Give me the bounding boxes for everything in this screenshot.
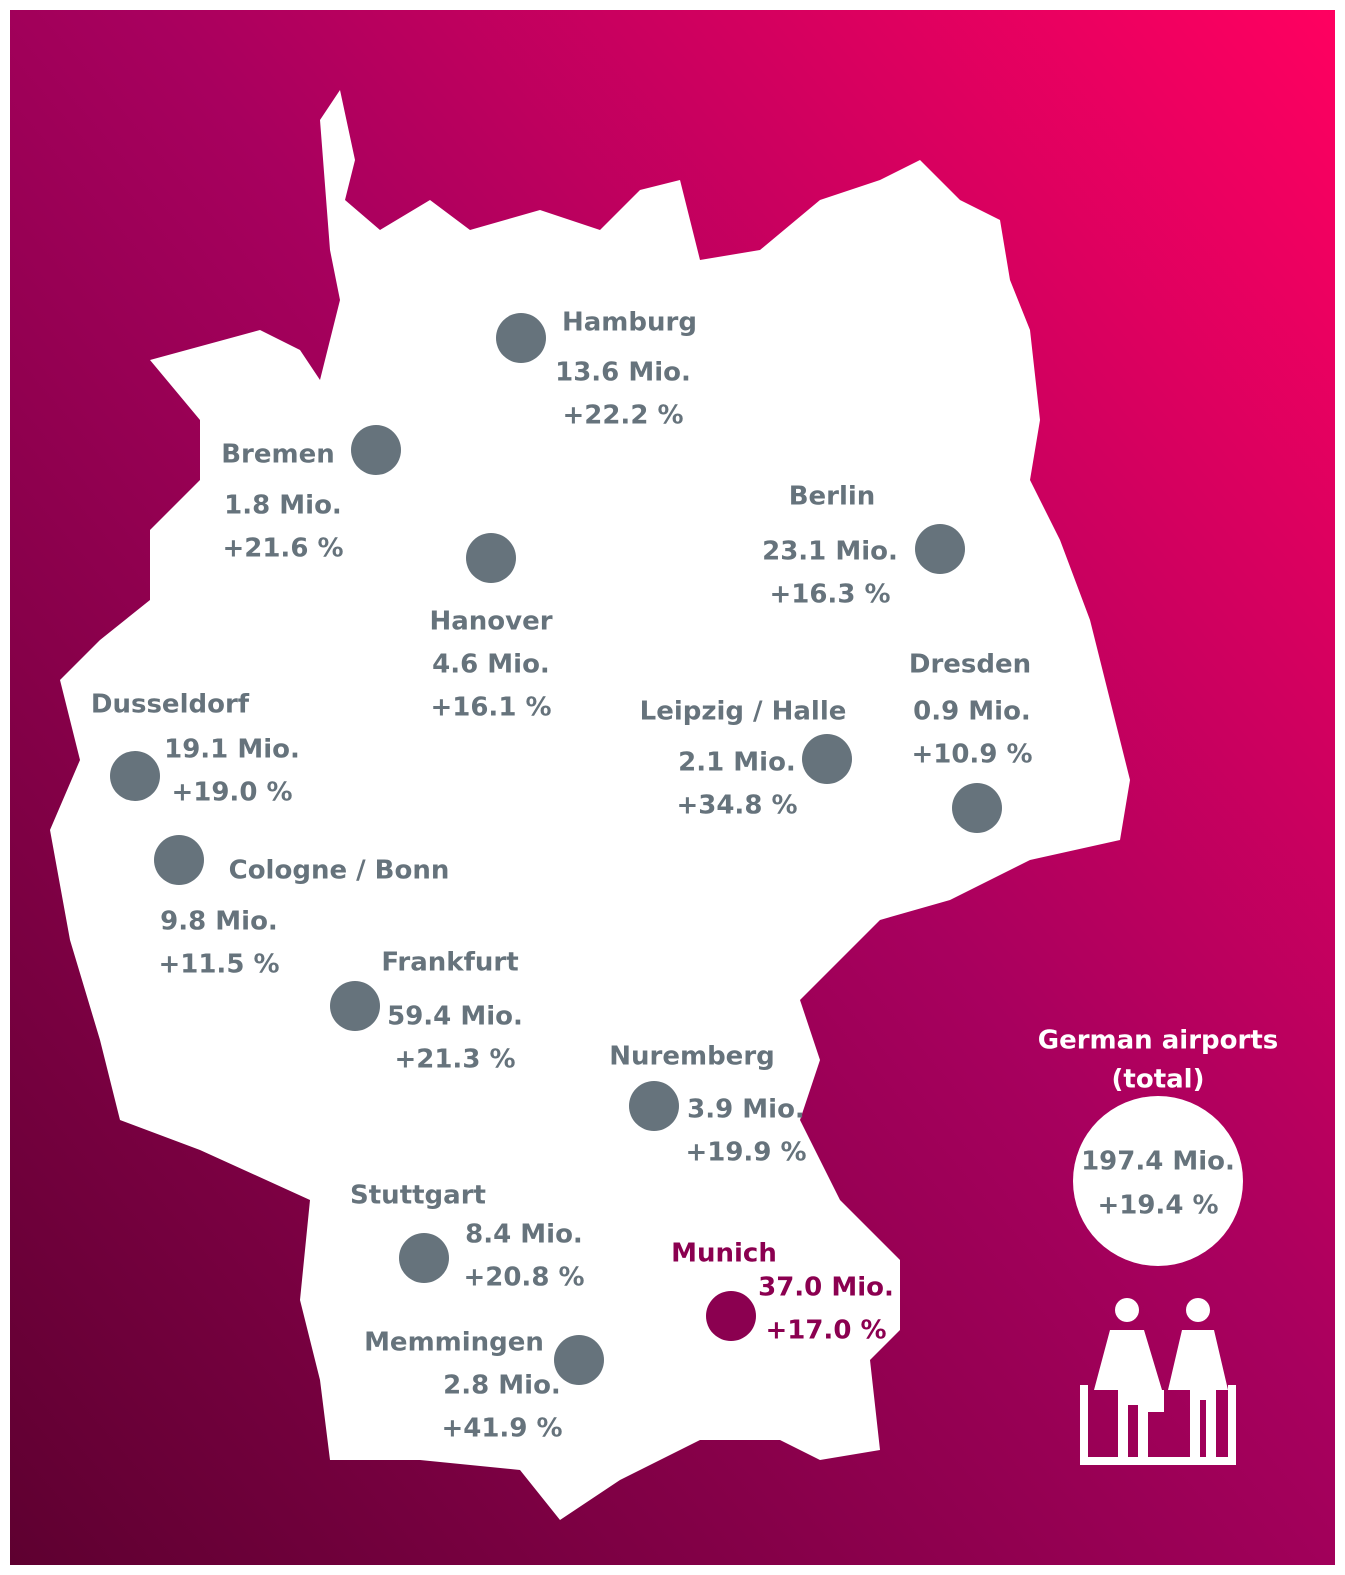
airport-passengers: 9.8 Mio.: [160, 907, 278, 937]
airport-dot: [629, 1081, 679, 1131]
airport-dot: [154, 835, 204, 885]
airport-name: Memmingen: [364, 1328, 544, 1358]
airport-change: +11.5 %: [158, 950, 279, 980]
total-label: German airports: [1038, 1026, 1278, 1056]
airport-passengers: 59.4 Mio.: [387, 1002, 523, 1032]
airport-dot: [554, 1335, 604, 1385]
passenger-icon: [1080, 1298, 1236, 1465]
airports: Hamburg 13.6 Mio. +22.2 % Bremen 1.8 Mio. +21…: [91, 308, 1033, 1444]
airport-name: Cologne / Bonn: [229, 856, 450, 886]
total-change: +19.4 %: [1097, 1191, 1218, 1221]
airport-dot: [399, 1233, 449, 1283]
airport-passengers: 19.1 Mio.: [164, 735, 300, 765]
airport-dot: [110, 751, 160, 801]
airport-change: +22.2 %: [562, 401, 683, 431]
airport-passengers: 37.0 Mio.: [758, 1273, 894, 1303]
airport-passengers: 8.4 Mio.: [465, 1220, 583, 1250]
airport-name: Leipzig / Halle: [640, 697, 847, 727]
airport-passengers: 13.6 Mio.: [555, 358, 691, 388]
airport-change: +21.3 %: [394, 1045, 515, 1075]
airport-change: +41.9 %: [441, 1414, 562, 1444]
airport-dot: [466, 533, 516, 583]
airport-change: +16.1 %: [430, 693, 551, 723]
airport-change: +19.9 %: [685, 1138, 806, 1168]
airport-change: +20.8 %: [463, 1263, 584, 1293]
total-circle: [1073, 1096, 1243, 1266]
airport-change: +21.6 %: [222, 534, 343, 564]
airport-dot: [706, 1291, 756, 1341]
airport-name: Munich: [671, 1239, 777, 1269]
airport-name: Bremen: [221, 440, 335, 470]
germany-map: [50, 90, 1130, 1520]
airport-name: Nuremberg: [609, 1042, 775, 1072]
airport-dot: [915, 524, 965, 574]
airport-change: +19.0 %: [171, 778, 292, 808]
airport-dot: [952, 783, 1002, 833]
airport-passengers: 0.9 Mio.: [913, 697, 1031, 727]
airport-passengers: 23.1 Mio.: [762, 537, 898, 567]
airport-name: Dresden: [909, 650, 1031, 680]
airport-change: +17.0 %: [765, 1316, 886, 1346]
airport-change: +16.3 %: [769, 580, 890, 610]
total-passengers: 197.4 Mio.: [1081, 1147, 1235, 1177]
airport-name: Stuttgart: [350, 1181, 486, 1211]
airport-passengers: 4.6 Mio.: [432, 650, 550, 680]
airport-name: Frankfurt: [381, 948, 518, 978]
airport-passengers: 2.1 Mio.: [678, 748, 796, 778]
airport-name: Hanover: [429, 607, 552, 637]
airport-name: Berlin: [789, 482, 876, 512]
airport-dot: [330, 981, 380, 1031]
airport-change: +10.9 %: [911, 740, 1032, 770]
airport-dot: [802, 734, 852, 784]
airport-passengers: 2.8 Mio.: [443, 1371, 561, 1401]
airport-name: Dusseldorf: [91, 690, 250, 720]
airport-dot: [351, 425, 401, 475]
airport-passengers: 3.9 Mio.: [687, 1095, 805, 1125]
airport-passengers: 1.8 Mio.: [224, 491, 342, 521]
total-label: (total): [1112, 1065, 1205, 1095]
airport-change: +34.8 %: [676, 791, 797, 821]
airport-dot: [496, 313, 546, 363]
airport-name: Hamburg: [562, 308, 697, 338]
